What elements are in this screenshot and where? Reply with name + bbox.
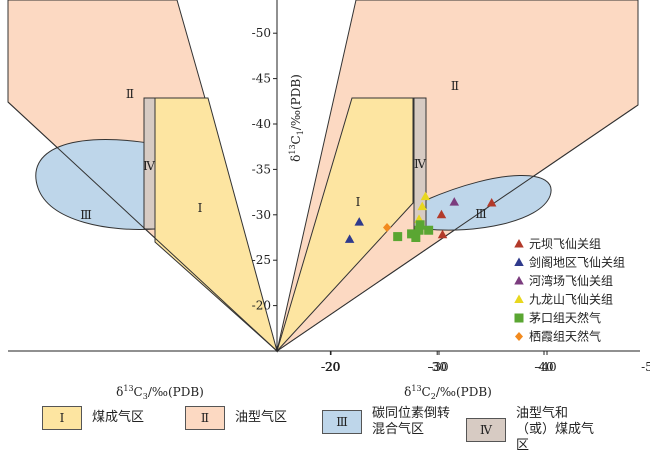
- zone-label-I-left: Ⅰ: [198, 201, 203, 215]
- zone-legend-item-coal: Ⅰ 煤成气区: [42, 406, 144, 430]
- zone-labels: Ⅱ Ⅱ Ⅰ Ⅰ Ⅲ Ⅲ Ⅳ Ⅳ: [80, 79, 487, 222]
- coal-gas-region-right: [276, 97, 414, 352]
- y-axis-title: δ13C1/‰(PDB): [288, 74, 305, 162]
- right-x-axis-title: δ13C2/‰(PDB): [404, 384, 492, 401]
- data-point-series-4: [415, 220, 425, 230]
- left-x-tick-label: -30: [429, 360, 448, 374]
- zone-label-I-right: Ⅰ: [356, 195, 361, 209]
- y-tick-label: -25: [252, 253, 271, 267]
- legend-marker-series-2: [514, 276, 524, 285]
- zone-label-III-right: Ⅲ: [475, 207, 487, 221]
- y-tick-label: -20: [252, 299, 271, 313]
- zone-label-II-left: Ⅱ: [126, 87, 134, 101]
- right-x-tick-label: -30: [428, 360, 447, 374]
- right-x-tick-label: -20: [321, 360, 340, 374]
- zone-label-IV-right: Ⅳ: [414, 157, 427, 171]
- classification-regions: [7, 0, 639, 353]
- chart-canvas: -40-30-20-20-30-40-50-20-25-30-35-40-45-…: [7, 0, 650, 401]
- data-point-series-2: [449, 197, 460, 206]
- boundary-line-right: [276, 104, 639, 352]
- zone-legend-label-mixed: 碳同位素倒转混合气区: [372, 406, 451, 437]
- left-x-tick-label: -40: [537, 360, 556, 374]
- legend-marker-series-4: [514, 313, 524, 323]
- y-tick-label: -40: [252, 117, 271, 131]
- zone-legend-label-coal: 煤成气区: [92, 410, 145, 425]
- zone-legend-swatch-coal: Ⅰ: [42, 406, 82, 430]
- y-tick-label: -45: [252, 72, 271, 86]
- legend-label-series-1: 剑阁地区飞仙关组: [529, 255, 625, 270]
- zone-legend-label-oilcoal: 油型气和（或）煤成气区: [516, 406, 595, 453]
- coal-gas-region-left: [154, 97, 278, 353]
- mixed-gas-region-right: [425, 175, 552, 231]
- zone-legend-swatch-mixed: Ⅲ: [322, 410, 362, 434]
- legend-label-series-5: 栖霞组天然气: [529, 329, 601, 344]
- zone-legend-item-mixed: Ⅲ 碳同位素倒转混合气区: [322, 406, 450, 438]
- axes: -40-30-20-20-30-40-50-20-25-30-35-40-45-…: [8, 0, 650, 401]
- zone-legend-label-oil: 油型气区: [235, 410, 288, 425]
- y-tick-label: -35: [252, 162, 271, 176]
- right-x-tick-label: -40: [534, 360, 553, 374]
- zone-legend-item-oil: Ⅱ 油型气区: [185, 406, 287, 430]
- data-point-series-4: [424, 225, 434, 235]
- data-point-series-0: [437, 229, 448, 239]
- mixed-gas-region-left: [35, 139, 156, 230]
- zone-label-III-left: Ⅲ: [80, 208, 92, 222]
- zone-legend: Ⅰ 煤成气区 Ⅱ 油型气区 Ⅲ 碳同位素倒转混合气区 Ⅳ 油型气和（或）煤成气区: [0, 402, 650, 453]
- left-x-tick-label: -20: [321, 360, 340, 374]
- zone-legend-swatch-oil: Ⅱ: [185, 406, 225, 430]
- oil-coal-region-left: [143, 97, 156, 230]
- data-point-series-5: [383, 223, 392, 233]
- zone-label-II-right: Ⅱ: [451, 79, 459, 93]
- legend-label-series-4: 茅口组天然气: [529, 310, 601, 325]
- legend-marker-series-5: [515, 332, 523, 341]
- data-point-series-1: [354, 217, 364, 226]
- zone-legend-item-oilcoal: Ⅳ 油型气和（或）煤成气区: [466, 406, 594, 454]
- data-point-series-0: [436, 209, 447, 219]
- data-point-series-3: [417, 201, 427, 211]
- data-point-series-0: [486, 197, 497, 207]
- legend-label-series-3: 九龙山飞仙关组: [529, 293, 613, 307]
- legend-marker-series-3: [514, 294, 524, 303]
- boundary-line-left: [7, 101, 278, 352]
- legend-marker-series-0: [514, 239, 524, 248]
- legend-label-series-2: 河湾场飞仙关组: [529, 273, 613, 288]
- zone-legend-swatch-oilcoal: Ⅳ: [466, 418, 506, 442]
- legend-marker-series-1: [514, 257, 524, 266]
- legend-label-series-0: 元坝飞仙关组: [529, 237, 601, 251]
- data-point-series-4: [393, 232, 403, 242]
- data-points: [344, 191, 497, 243]
- data-point-series-3: [420, 191, 431, 201]
- zone-label-IV-left: Ⅳ: [143, 159, 156, 173]
- data-point-series-4: [411, 233, 421, 242]
- y-tick-label: -30: [252, 208, 271, 222]
- y-tick-label: -50: [252, 26, 271, 40]
- data-point-series-1: [344, 234, 355, 243]
- data-point-series-4: [414, 225, 424, 235]
- right-x-tick-label: -50: [641, 360, 650, 374]
- left-x-axis-title: δ13C3/‰(PDB): [116, 384, 204, 401]
